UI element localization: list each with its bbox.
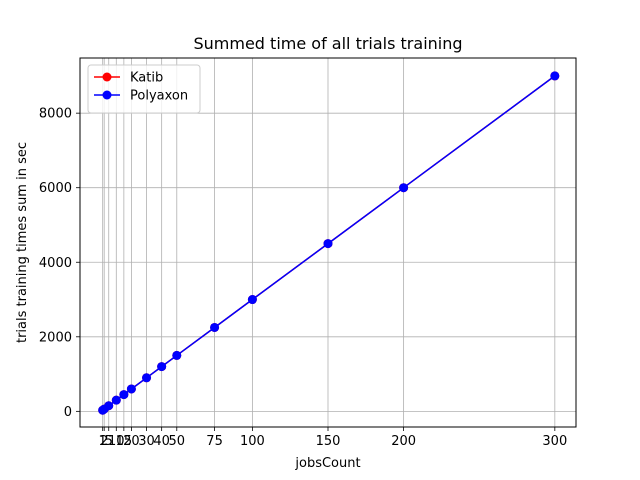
data-point — [550, 71, 560, 81]
data-point — [399, 183, 409, 193]
data-point — [210, 322, 220, 332]
data-point — [126, 384, 136, 394]
legend-item-polyaxon: Polyaxon — [94, 89, 188, 104]
y-tick-label: 4000 — [39, 256, 72, 271]
data-point — [323, 239, 333, 249]
legend-label: Polyaxon — [130, 89, 188, 104]
legend-item-katib: Katib — [94, 71, 163, 86]
y-axis-label: trials training times sum in sec — [15, 142, 30, 343]
chart-title: Summed time of all trials training — [193, 34, 462, 53]
grid — [80, 58, 576, 427]
data-point — [111, 395, 121, 405]
x-tick-label: 20 — [123, 434, 140, 449]
x-tick-label: 50 — [169, 434, 186, 449]
data-point — [119, 390, 129, 400]
x-tick-label: 40 — [153, 434, 170, 449]
y-tick-label: 2000 — [39, 330, 72, 345]
x-tick-label: 30 — [138, 434, 155, 449]
y-tick-label: 6000 — [39, 181, 72, 196]
data-point — [172, 350, 182, 360]
x-tick-label: 300 — [542, 434, 567, 449]
y-tick-label: 0 — [64, 405, 72, 420]
x-tick-label: 2 — [100, 434, 108, 449]
series-layer — [98, 71, 560, 415]
y-tick-label: 8000 — [39, 107, 72, 122]
x-tick-label: 100 — [240, 434, 265, 449]
data-point — [157, 362, 167, 372]
data-point — [247, 295, 257, 305]
legend-marker — [102, 90, 112, 100]
legend: Katib Polyaxon — [87, 64, 201, 114]
x-tick-label: 5 — [105, 434, 113, 449]
data-point — [142, 373, 152, 383]
x-tick-label: 75 — [206, 434, 223, 449]
x-tick-label: 200 — [391, 434, 416, 449]
legend-marker — [102, 72, 112, 82]
series-polyaxon — [98, 71, 560, 415]
x-axis-label: jobsCount — [294, 456, 360, 471]
x-tick-label: 15 — [116, 434, 133, 449]
data-point — [104, 401, 114, 411]
y-axis-ticks: 0 2000 4000 6000 8000 — [39, 107, 80, 420]
x-tick-label: 10 — [108, 434, 125, 449]
x-tick-label: 1 — [99, 434, 107, 449]
x-tick-label: 150 — [316, 434, 341, 449]
legend-label: Katib — [130, 71, 163, 86]
